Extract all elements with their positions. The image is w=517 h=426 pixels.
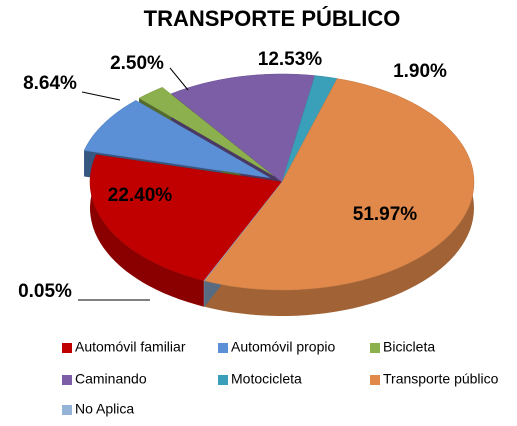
slice — [83, 100, 271, 179]
slice — [203, 181, 283, 282]
slice — [204, 78, 475, 291]
value-label: 51.97% — [353, 204, 418, 225]
slice-side — [203, 280, 205, 307]
pie-tops — [83, 73, 475, 291]
legend-swatch — [62, 405, 72, 415]
legend-swatch — [62, 375, 72, 385]
legend-label: Motocicleta — [231, 371, 302, 387]
legend-swatch — [218, 375, 228, 385]
legend-label: Automóvil familiar — [75, 339, 186, 355]
slice-side — [204, 78, 474, 316]
legend-swatch — [62, 343, 72, 353]
value-label: 0.05% — [18, 281, 72, 302]
slice — [89, 154, 283, 281]
legend-label: Automóvil propio — [231, 339, 335, 355]
legend-swatch — [218, 343, 228, 353]
value-label: 12.53% — [258, 49, 323, 70]
legend-label: No Aplica — [75, 401, 134, 417]
slice — [138, 87, 274, 176]
value-label: 8.64% — [23, 73, 77, 94]
legend-label: Transporte público — [383, 371, 499, 387]
legend-label: Caminando — [75, 371, 147, 387]
chart-title: TRANSPORTE PÚBLICO — [144, 6, 401, 31]
value-label: 2.50% — [110, 53, 164, 74]
legend-swatch — [370, 375, 380, 385]
slice-side — [90, 154, 204, 307]
legend-label: Bicicleta — [383, 339, 435, 355]
leader-line — [81, 91, 121, 101]
slice — [170, 73, 316, 183]
value-label: 1.90% — [393, 61, 447, 82]
legend-swatch — [370, 343, 380, 353]
leader-line — [169, 67, 189, 91]
value-label: 22.40% — [108, 185, 173, 206]
